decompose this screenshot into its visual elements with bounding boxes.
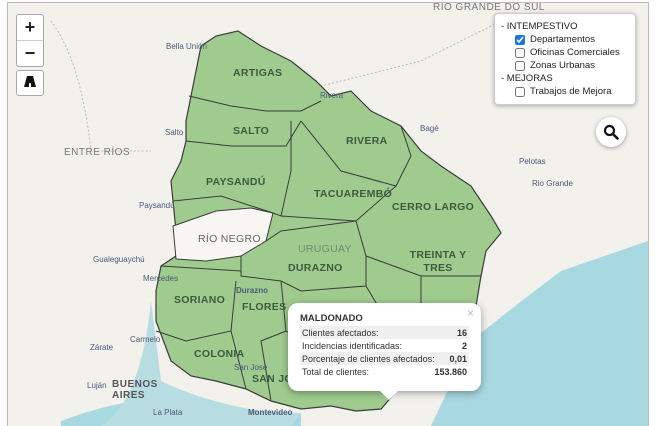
region-label: BUENOS AIRES bbox=[112, 379, 158, 401]
popup-row: Porcentaje de clientes afectados: 0,01 bbox=[300, 352, 469, 365]
row-value: 0,01 bbox=[449, 353, 467, 364]
river-plate bbox=[101, 301, 301, 426]
city-label: Rivera bbox=[320, 91, 344, 100]
department-borders bbox=[155, 95, 481, 402]
department-label: SALTO bbox=[233, 125, 270, 137]
popup-tip bbox=[380, 391, 398, 400]
city-label: Carmelo bbox=[130, 335, 161, 344]
popup-table: Clientes afectados: 16 Incidencias identi… bbox=[300, 326, 469, 378]
city-label: Mercedes bbox=[143, 274, 179, 283]
popup-close-button[interactable]: × bbox=[466, 306, 474, 320]
department-label: SORIANO bbox=[174, 294, 226, 306]
row-value: 2 bbox=[461, 340, 467, 351]
department-label: TREINTA Y TRES bbox=[409, 249, 467, 274]
checkbox[interactable] bbox=[515, 60, 525, 71]
popup-row: Clientes afectados: 16 bbox=[300, 326, 469, 339]
department-label: FLORES bbox=[242, 301, 287, 313]
city-label: Bagé bbox=[420, 124, 439, 133]
layer-group-title: - MEJORAS bbox=[501, 73, 553, 84]
layer-label: Zonas Urbanas bbox=[530, 60, 595, 71]
row-label: Clientes afectados: bbox=[302, 327, 379, 338]
city-label: Salto bbox=[165, 128, 184, 137]
city-label: Gualeguaychú bbox=[93, 255, 145, 264]
row-value: 16 bbox=[456, 327, 467, 338]
city-label: La Plata bbox=[153, 408, 183, 417]
department-popup: × MALDONADO Clientes afectados: 16 Incide… bbox=[288, 303, 481, 400]
department-label: DURAZNO bbox=[288, 262, 343, 274]
search-icon bbox=[603, 124, 619, 140]
layer-oficinas-comerciales[interactable]: Oficinas Comerciales bbox=[515, 47, 629, 58]
department-label: PAYSANDÚ bbox=[206, 176, 266, 188]
road-layer-button[interactable] bbox=[16, 70, 44, 96]
department-label: ARTIGAS bbox=[233, 67, 283, 79]
department-label: CERRO LARGO bbox=[392, 201, 475, 213]
row-value: 153.860 bbox=[434, 366, 467, 377]
department-label: RIVERA bbox=[346, 135, 388, 147]
department-label: COLONIA bbox=[194, 348, 245, 360]
city-label: Luján bbox=[87, 381, 107, 390]
road-icon bbox=[24, 76, 36, 87]
search-button[interactable] bbox=[596, 117, 626, 147]
city-label: San José bbox=[234, 363, 268, 372]
zoom-control: + − bbox=[16, 14, 44, 67]
checkbox[interactable] bbox=[515, 86, 525, 97]
checkbox[interactable] bbox=[515, 34, 525, 45]
checkbox[interactable] bbox=[515, 47, 525, 58]
popup-title: MALDONADO bbox=[300, 313, 363, 324]
layer-zonas-urbanas[interactable]: Zonas Urbanas bbox=[515, 60, 629, 71]
row-label: Porcentaje de clientes afectados: bbox=[302, 353, 435, 364]
row-label: Incidencias identificadas: bbox=[302, 340, 403, 351]
layer-trabajos-de-mejora[interactable]: Trabajos de Mejora bbox=[515, 86, 629, 97]
border-line bbox=[50, 20, 502, 152]
department-label: TACUAREMBÓ bbox=[314, 188, 393, 200]
popup-row: Total de clientes: 153.860 bbox=[300, 365, 469, 378]
city-label: Pelotas bbox=[519, 157, 546, 166]
city-label: Rio Grande bbox=[532, 179, 573, 188]
region-label: ENTRE RÍOS bbox=[64, 147, 131, 158]
layer-group-title: - INTEMPESTIVO bbox=[501, 21, 578, 32]
city-label: Paysandú bbox=[139, 201, 175, 210]
department-label: URUGUAY bbox=[298, 243, 352, 255]
city-label: Bella Unión bbox=[166, 42, 207, 51]
city-label: Durazno bbox=[236, 286, 268, 295]
zoom-out-button[interactable]: − bbox=[17, 40, 43, 66]
layer-label: Oficinas Comerciales bbox=[530, 47, 620, 58]
layer-control: - INTEMPESTIVO Departamentos Oficinas Co… bbox=[494, 13, 636, 105]
sea bbox=[61, 241, 648, 426]
city-label: Montevideo bbox=[248, 408, 293, 417]
layer-label: Departamentos bbox=[530, 34, 595, 45]
popup-row: Incidencias identificadas: 2 bbox=[300, 339, 469, 352]
department-label: RÍO NEGRO bbox=[198, 233, 261, 245]
city-label: Zárate bbox=[90, 343, 114, 352]
layer-departamentos[interactable]: Departamentos bbox=[515, 34, 629, 45]
region-label: RIO GRANDE DO SUL bbox=[433, 2, 545, 13]
row-label: Total de clientes: bbox=[302, 366, 370, 377]
zoom-in-button[interactable]: + bbox=[24, 17, 36, 37]
layer-label: Trabajos de Mejora bbox=[530, 86, 612, 97]
